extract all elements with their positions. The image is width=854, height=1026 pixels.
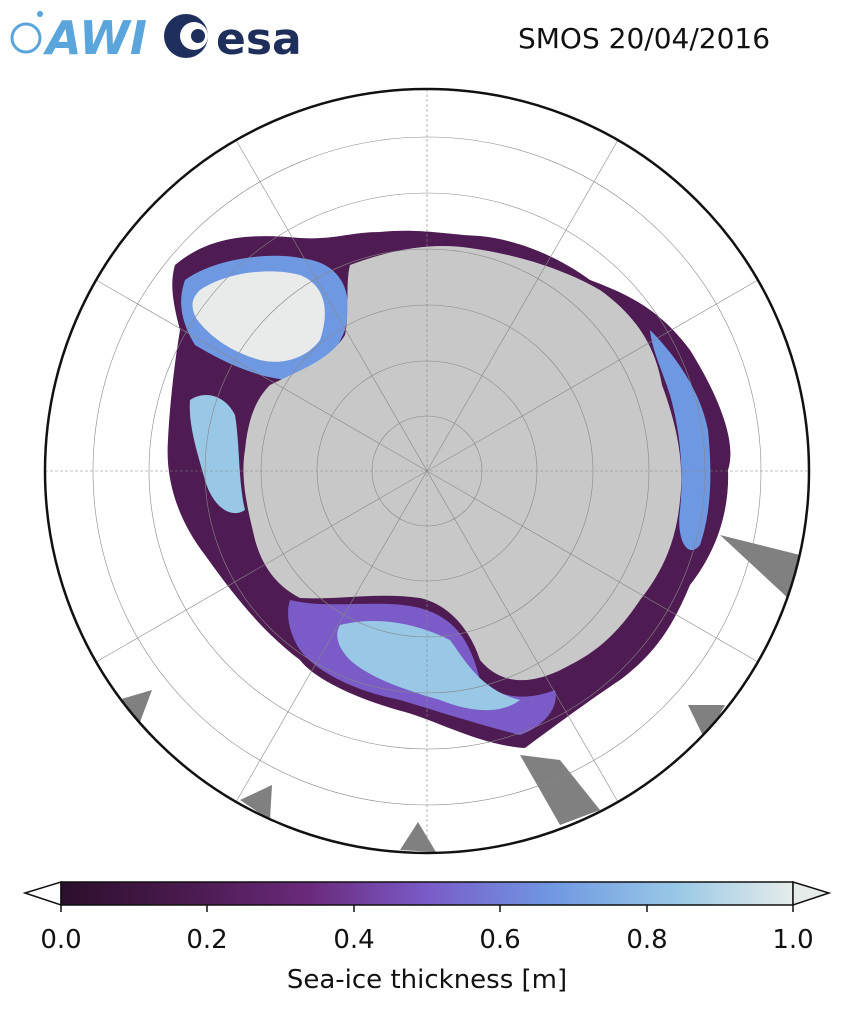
colorbar-tick-label: 0.4 — [333, 925, 375, 955]
colorbar-tick-label: 0.2 — [186, 925, 228, 955]
logos: AWI esa — [10, 11, 302, 65]
esa-logo: esa — [164, 14, 302, 65]
awi-star-icon — [37, 11, 43, 17]
thick-ice-zones — [181, 255, 711, 735]
colorbar-gradient — [60, 881, 794, 906]
awi-logo-text: AWI — [43, 11, 147, 65]
colorbar-tick-label: 1.0 — [772, 925, 814, 955]
colorbar-tick-label: 0.8 — [626, 925, 668, 955]
polar-map — [43, 87, 811, 855]
awi-globe-icon — [10, 22, 42, 54]
colorbar-ticks — [60, 905, 794, 912]
colorbar-extend-min — [22, 880, 62, 907]
esa-logo-text: esa — [216, 14, 302, 65]
colorbar-tick-label: 0.0 — [40, 925, 82, 955]
graticule — [45, 89, 809, 853]
colorbar-label: Sea-ice thickness [m] — [286, 965, 568, 995]
map-title: SMOS 20/04/2016 — [518, 22, 771, 55]
no-data-regions — [118, 535, 800, 852]
awi-logo: AWI — [10, 11, 147, 65]
colorbar — [22, 880, 832, 912]
colorbar-tick-label: 0.6 — [479, 925, 521, 955]
map-boundary — [43, 87, 811, 855]
colorbar-extend-max — [792, 880, 832, 907]
antarctica-land — [243, 245, 682, 681]
